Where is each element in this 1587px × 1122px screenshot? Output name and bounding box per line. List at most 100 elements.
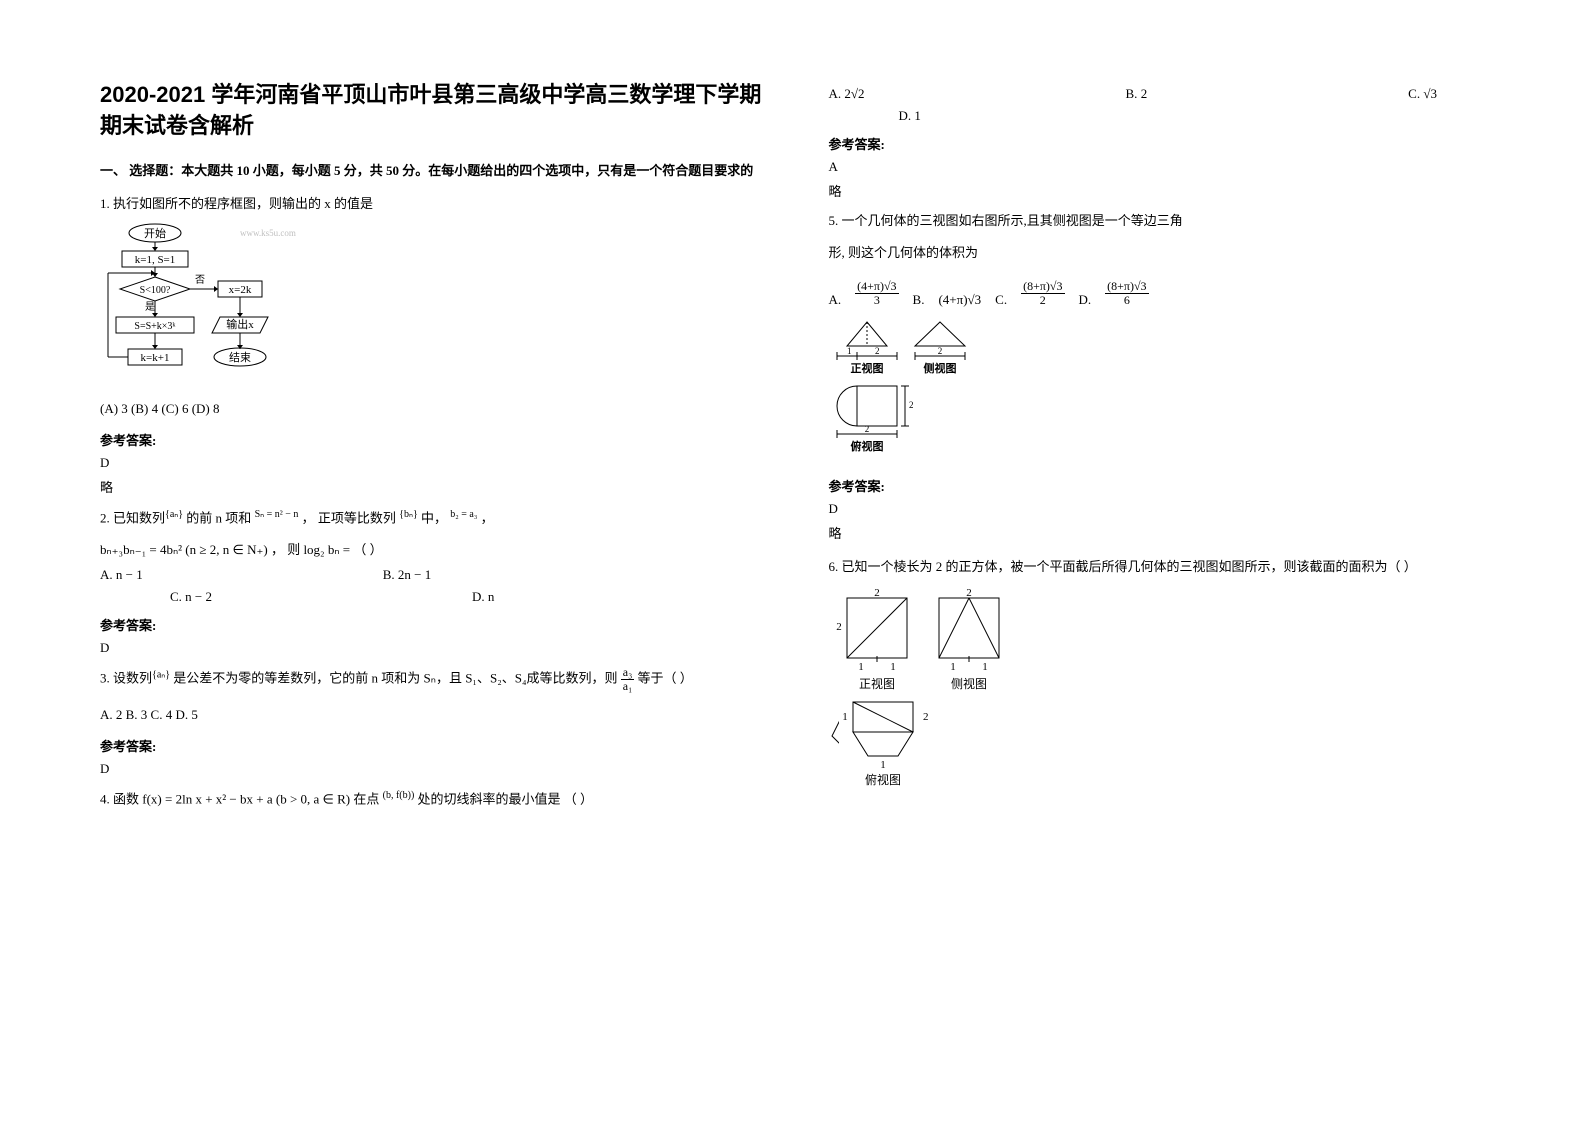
q3-tail: 等于（ ） [638, 671, 693, 686]
q2-mid3: 中， [421, 510, 447, 525]
svg-text:1: 1 [842, 711, 848, 723]
q5-optA: (4+π)√3 3 [855, 280, 898, 307]
q5-optB: (4+π)√3 [938, 292, 981, 308]
section-heading: 一、 选择题：本大题共 10 小题，每小题 5 分，共 50 分。在每小题给出的… [100, 160, 769, 179]
svg-text:侧视图: 侧视图 [950, 676, 986, 691]
q4-opts-row2: D. 1 [829, 108, 1498, 124]
q2-mid1: 的前 n 项和 [186, 510, 251, 525]
q2-optA: A. n − 1 [100, 567, 143, 583]
q1-flowchart: 开始 www.ks5u.com k=1, S=1 S<100? 是 否 x=2k [100, 223, 320, 388]
q4-answer-label: 参考答案: [829, 134, 1498, 153]
q5-line2: 形, 则这个几何体的体积为 [829, 242, 1498, 264]
svg-text:2: 2 [875, 346, 880, 356]
svg-text:侧视图: 侧视图 [923, 361, 956, 375]
left-column: 2020-2021 学年河南省平顶山市叶县第三高级中学高三数学理下学期期末试卷含… [100, 80, 769, 1082]
q4-mid: 在点 [353, 791, 379, 806]
q2-optC: C. n − 2 [170, 589, 212, 605]
q3-answer: D [100, 761, 769, 777]
q2-seq1: {aₙ} [165, 509, 183, 520]
svg-text:2: 2 [923, 711, 929, 723]
svg-text:俯视图: 俯视图 [864, 772, 900, 786]
q4-optA: A. 2√2 [829, 86, 865, 102]
q2-b2: b₂ = a₃ [450, 509, 477, 520]
q5-b-label: B. [913, 292, 925, 308]
q4-optD: D. 1 [899, 108, 921, 124]
q2-sn: Sₙ = n² − n [255, 509, 299, 520]
q4-tail: 处的切线斜率的最小值是 （ ） [418, 791, 594, 806]
q4-optB: B. 2 [1126, 86, 1148, 102]
q4-text: 4. 函数 f(x) = 2ln x + x² − bx + a (b > 0,… [100, 787, 769, 810]
q2-opts-row1: A. n − 1 B. 2n − 1 [100, 567, 769, 583]
svg-text:正视图: 正视图 [858, 676, 894, 691]
q4-fx: f(x) = 2ln x + x² − bx + a (b > 0, a ∈ R… [142, 791, 350, 806]
fc-assign-x: x=2k [229, 284, 252, 296]
q5-note: 略 [829, 523, 1498, 542]
q6-text: 6. 已知一个棱长为 2 的正方体，被一个平面截后所得几何体的三视图如图所示，则… [829, 556, 1498, 578]
q5-d-label: D. [1079, 292, 1092, 308]
q4-optC: C. √3 [1408, 86, 1437, 102]
q2-prefix: 2. 已知数列 [100, 510, 165, 525]
fc-start: 开始 [144, 226, 166, 240]
svg-text:1: 1 [982, 661, 988, 673]
page-container: 2020-2021 学年河南省平顶山市叶县第三高级中学高三数学理下学期期末试卷含… [100, 80, 1497, 1082]
q5-opts: A. (4+π)√3 3 B. (4+π)√3 C. (8+π)√3 2 D. … [829, 280, 1498, 307]
fc-watermark: www.ks5u.com [240, 228, 296, 238]
q6-three-view: 2 2 1 1 正视图 2 1 1 侧视图 [829, 586, 1498, 786]
svg-text:1: 1 [847, 346, 852, 356]
q1-answer: D [100, 455, 769, 471]
svg-text:正视图: 正视图 [850, 361, 883, 375]
q4-prefix: 4. 函数 [100, 791, 139, 806]
q1-answer-label: 参考答案: [100, 430, 769, 449]
q1-note: 略 [100, 477, 769, 496]
svg-text:2: 2 [909, 400, 914, 410]
q5-answer-label: 参考答案: [829, 476, 1498, 495]
q2-optD: D. n [472, 589, 494, 605]
q3-options: A. 2 B. 3 C. 4 D. 5 [100, 704, 769, 726]
fc-inc-k: k=k+1 [141, 352, 170, 364]
svg-text:1: 1 [950, 661, 956, 673]
q4-opts-row1: A. 2√2 B. 2 C. √3 [829, 86, 1498, 102]
svg-text:1: 1 [890, 661, 896, 673]
q2-optB: B. 2n − 1 [383, 567, 432, 583]
svg-text:1: 1 [880, 759, 886, 771]
fc-yes: 是 [145, 301, 155, 313]
q2-answer-label: 参考答案: [100, 615, 769, 634]
q3-ratio: a₃ a₁ [621, 666, 635, 693]
fc-end: 结束 [229, 351, 251, 364]
q2-mid2: ， 正项等比数列 [302, 510, 396, 525]
q3-prefix: 3. 设数列 [100, 671, 152, 686]
svg-text:2: 2 [864, 424, 869, 434]
svg-text:2: 2 [937, 346, 942, 356]
q2-mid4: ， [481, 510, 494, 525]
q3-body: 是公差不为零的等差数列，它的前 n 项和为 Sₙ，且 S₁、S₂、S₄成等比数列… [173, 671, 620, 686]
q1-text: 1. 执行如图所不的程序框图，则输出的 x 的值是 [100, 193, 769, 215]
svg-text:1: 1 [858, 661, 864, 673]
q3-answer-label: 参考答案: [100, 736, 769, 755]
right-column: A. 2√2 B. 2 C. √3 D. 1 参考答案: A 略 5. 一个几何… [829, 80, 1498, 1082]
svg-text:俯视图: 俯视图 [850, 439, 883, 453]
q4-point: (b, f(b)) [383, 790, 415, 801]
q5-c-label: C. [995, 292, 1007, 308]
q3-seq: {aₙ} [152, 670, 170, 681]
q2-opts-row2: C. n − 2 D. n [100, 589, 769, 605]
q2-seq2: {bₙ} [399, 509, 418, 520]
fc-output: 输出x [226, 317, 254, 331]
q2-line2: bₙ₊₃bₙ₋₁ = 4bₙ² (n ≥ 2, n ∈ N₊) ， 则 log₂… [100, 539, 769, 561]
q5-line1: 5. 一个几何体的三视图如右图所示,且其侧视图是一个等边三角 [829, 210, 1498, 232]
q3-ratio-num: a₃ [621, 666, 635, 680]
q5-optD: (8+π)√3 6 [1105, 280, 1148, 307]
q4-answer: A [829, 159, 1498, 175]
fc-cond: S<100? [140, 285, 171, 296]
fc-no: 否 [195, 274, 205, 286]
q2-formula: bₙ₊₃bₙ₋₁ = 4bₙ² (n ≥ 2, n ∈ N₊) [100, 542, 268, 557]
q5-optC: (8+π)√3 2 [1021, 280, 1064, 307]
q5-a-label: A. [829, 292, 842, 308]
page-title: 2020-2021 学年河南省平顶山市叶县第三高级中学高三数学理下学期期末试卷含… [100, 80, 769, 142]
q1-options: (A) 3 (B) 4 (C) 6 (D) 8 [100, 398, 769, 420]
q2-tail: ， 则 log₂ bₙ = （ ） [271, 542, 383, 557]
q3-text: 3. 设数列{aₙ} 是公差不为零的等差数列，它的前 n 项和为 Sₙ，且 S₁… [100, 666, 769, 693]
q4-note: 略 [829, 181, 1498, 200]
q5-three-view: 1 2 正视图 2 侧视图 [829, 316, 1498, 466]
fc-init: k=1, S=1 [135, 254, 176, 266]
svg-text:2: 2 [966, 587, 972, 599]
